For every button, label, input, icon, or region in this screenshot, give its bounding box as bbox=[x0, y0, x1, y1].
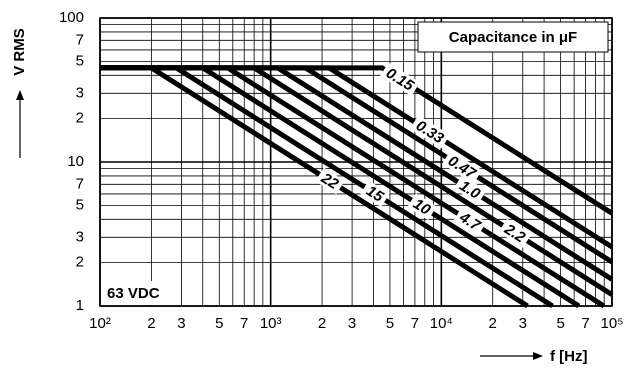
legend-box bbox=[417, 21, 609, 53]
series-label-bg bbox=[498, 218, 532, 248]
y-tick-label: 5 bbox=[76, 196, 84, 213]
y-tick-label: 1 bbox=[76, 297, 84, 314]
x-tick-label: 10³ bbox=[260, 315, 282, 332]
x-axis-label: f [Hz] bbox=[550, 348, 588, 365]
x-axis-arrowhead bbox=[533, 352, 543, 360]
series-label: 15 bbox=[360, 180, 390, 208]
series-label-bg bbox=[360, 180, 390, 208]
y-tick-label: 100 bbox=[59, 9, 84, 26]
annotation-box bbox=[101, 281, 169, 305]
y-tick-label: 3 bbox=[76, 228, 84, 245]
legend-title: Capacitance in μF bbox=[449, 29, 577, 46]
y-tick-label: 3 bbox=[76, 84, 84, 101]
x-tick-label: 2 bbox=[318, 315, 326, 332]
y-tick-label: 7 bbox=[76, 31, 84, 48]
x-tick-label: 3 bbox=[519, 315, 527, 332]
x-tick-label: 7 bbox=[581, 315, 589, 332]
annotation: 63 VDC bbox=[107, 285, 160, 302]
series-line bbox=[100, 65, 614, 216]
x-tick-label: 10⁵ bbox=[601, 315, 624, 332]
series-label-bg bbox=[315, 167, 345, 195]
x-tick-label: 7 bbox=[411, 315, 419, 332]
y-tick-label: 7 bbox=[76, 175, 84, 192]
y-tick-label: 10 bbox=[67, 153, 84, 170]
plot-frame bbox=[99, 17, 613, 307]
series-label-bg bbox=[407, 193, 437, 221]
series-label-bg bbox=[410, 115, 450, 149]
series-label: 10 bbox=[407, 193, 437, 221]
x-tick-label: 2 bbox=[147, 315, 155, 332]
x-tick-label: 7 bbox=[240, 315, 248, 332]
x-tick-label: 5 bbox=[556, 315, 564, 332]
series-label-bg bbox=[380, 62, 420, 96]
series-label-bg bbox=[453, 175, 487, 205]
y-tick-label: 5 bbox=[76, 52, 84, 69]
x-tick-label: 5 bbox=[215, 315, 223, 332]
x-tick-label: 2 bbox=[489, 315, 497, 332]
x-tick-label: 10² bbox=[89, 315, 111, 332]
x-tick-label: 3 bbox=[177, 315, 185, 332]
series-label-bg bbox=[453, 206, 487, 236]
series-label-bg bbox=[442, 150, 482, 184]
x-tick-label: 3 bbox=[348, 315, 356, 332]
y-tick-label: 2 bbox=[76, 110, 84, 127]
x-tick-label: 10⁴ bbox=[430, 315, 453, 332]
y-tick-label: 2 bbox=[76, 254, 84, 271]
y-axis-label: V RMS bbox=[11, 28, 28, 76]
y-axis-arrowhead bbox=[16, 90, 24, 100]
x-tick-label: 5 bbox=[386, 315, 394, 332]
